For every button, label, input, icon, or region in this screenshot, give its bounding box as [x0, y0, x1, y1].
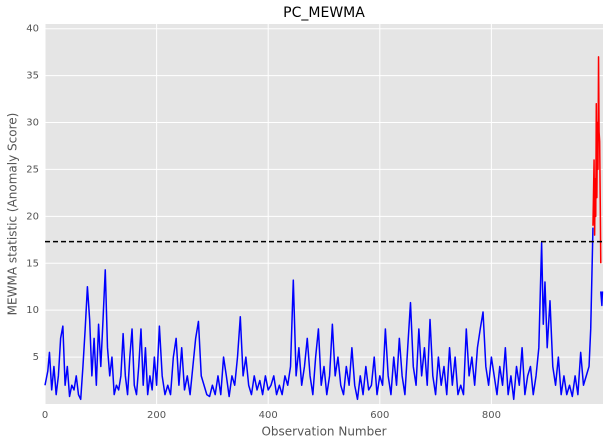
y-axis-label: MEWMA statistic (Anomaly Score): [6, 113, 20, 316]
y-tick-label: 10: [26, 305, 39, 316]
x-axis-label: Observation Number: [261, 425, 386, 439]
chart-title: PC_MEWMA: [283, 5, 365, 21]
plot-background: [45, 24, 603, 404]
series-line: [592, 56, 602, 264]
series-line: [44, 227, 604, 401]
y-tick-label: 15: [26, 258, 39, 269]
y-tick-label: 5: [33, 352, 39, 363]
y-tick-label: 40: [26, 24, 39, 35]
x-tick-label: 400: [259, 410, 278, 421]
x-tick-label: 0: [42, 410, 48, 421]
x-tick-label: 800: [482, 410, 501, 421]
y-tick-label: 20: [26, 211, 39, 222]
y-tick-label: 35: [26, 71, 39, 82]
y-tick-label: 25: [26, 164, 39, 175]
x-tick-label: 600: [370, 410, 389, 421]
y-tick-label: 30: [26, 118, 39, 129]
x-tick-label: 200: [147, 410, 166, 421]
